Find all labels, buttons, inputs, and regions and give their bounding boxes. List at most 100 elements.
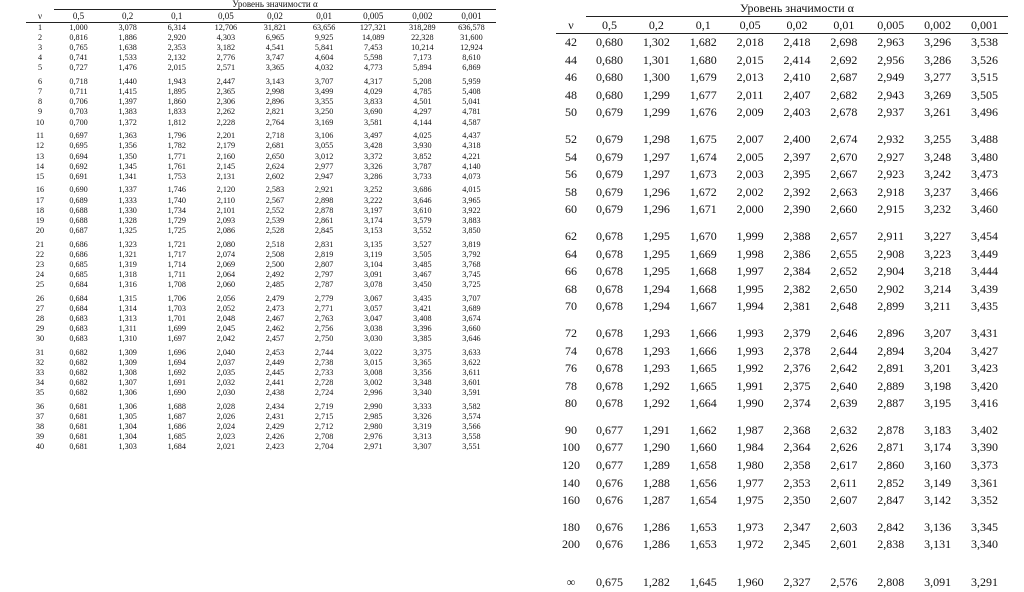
critical-value-cell: 3,646 (462, 334, 481, 344)
table-row: 27 0,684 1,314 1,703 2,052 2,473 2,771 3,057 3,4… (26, 304, 496, 314)
critical-value-cell: 1,656 (689, 475, 717, 490)
critical-value-cell: 3,660 (462, 324, 481, 334)
critical-value-cell: 2,131 (216, 171, 236, 181)
critical-value-cell: 3,707 (314, 77, 334, 87)
degrees-of-freedom-cell: ∞ (566, 575, 576, 590)
critical-value-cell: 2,657 (830, 228, 858, 243)
degrees-of-freedom-cell: 52 (565, 131, 577, 146)
table-row: 2 0,816 1,886 2,920 4,303 6,965 9,925 14,089 22,… (26, 33, 496, 43)
critical-value-cell: 2,894 (877, 343, 905, 358)
critical-value-cell: 0,678 (595, 325, 623, 340)
critical-value-cell: 6,869 (462, 63, 481, 73)
critical-value-cell: 2,365 (216, 87, 236, 97)
critical-value-cell: 3,427 (971, 343, 998, 358)
critical-value-cell: 2,808 (877, 575, 905, 590)
critical-value-cell: 3,307 (413, 442, 432, 452)
critical-value-cell: 2,756 (314, 324, 334, 334)
critical-value-cell: 4,541 (265, 43, 285, 53)
critical-value-cell: 3,850 (462, 225, 481, 235)
degrees-of-freedom-cell: 80 (565, 396, 577, 411)
critical-value-cell: 3,466 (971, 184, 998, 199)
critical-value-cell: 0,681 (69, 412, 88, 422)
critical-value-cell: 0,683 (69, 324, 88, 334)
critical-value-cell: 2,718 (265, 131, 285, 141)
critical-value-cell: 3,372 (364, 151, 383, 161)
degrees-of-freedom-cell: 140 (562, 475, 580, 490)
critical-value-cell: 3,579 (413, 215, 432, 225)
critical-value-cell: 2,384 (783, 264, 811, 279)
critical-value-cell: 3,313 (413, 432, 432, 442)
critical-value-cell: 2,201 (216, 131, 236, 141)
critical-value-cell: 2,603 (830, 519, 858, 534)
degrees-of-freedom-cell: 37 (35, 412, 45, 422)
critical-value-cell: 1,286 (642, 537, 670, 552)
critical-value-cell: 1,292 (642, 378, 670, 393)
critical-value-cell: 1,991 (736, 378, 764, 393)
degrees-of-freedom-cell: 78 (565, 378, 577, 393)
critical-value-cell: 3,198 (924, 378, 952, 393)
critical-value-cell: 3,286 (924, 52, 952, 67)
critical-value-cell: 3,008 (364, 368, 383, 378)
group-spacer (556, 122, 1008, 131)
critical-value-cell: 1,992 (736, 361, 764, 376)
critical-value-cell: 3,352 (971, 493, 998, 508)
critical-value-cell: 1,711 (167, 269, 186, 279)
degrees-of-freedom-cell: 90 (565, 422, 577, 437)
critical-value-cell: 0,680 (595, 87, 623, 102)
critical-value-cell: 1,984 (736, 440, 764, 455)
critical-value-cell: 0,682 (69, 347, 88, 357)
degrees-of-freedom-cell: 29 (35, 324, 45, 334)
critical-value-cell: 1,303 (118, 442, 137, 452)
critical-value-cell: 1,654 (689, 493, 717, 508)
critical-value-cell: 3,038 (364, 324, 383, 334)
header-alpha: 0,01 (299, 10, 349, 23)
critical-value-cell: 4,317 (364, 77, 383, 87)
critical-value-cell: 1,304 (118, 422, 137, 432)
degrees-of-freedom-cell: 14 (35, 161, 45, 171)
critical-value-cell: 3,319 (413, 422, 432, 432)
critical-value-cell: 2,724 (314, 388, 334, 398)
critical-value-cell: 2,485 (265, 280, 285, 289)
table-row: 200 0,676 1,286 1,653 1,972 2,345 2,601 2,838 3,… (556, 536, 1008, 554)
critical-value-cell: 3,242 (924, 167, 952, 182)
degrees-of-freedom-cell: 60 (565, 202, 577, 217)
critical-value-cell: 0,679 (595, 202, 623, 217)
table-body: 1 1,000 3,078 6,314 12,706 31,821 63,656 127,32… (26, 23, 496, 453)
table-row: 32 0,682 1,309 1,694 2,037 2,449 2,738 3,015 3,3… (26, 358, 496, 368)
critical-value-cell: 2,492 (265, 269, 285, 279)
header-alpha: 0,1 (679, 17, 727, 34)
critical-value-cell: 1,761 (167, 161, 186, 171)
critical-value-cell: 2,807 (314, 259, 334, 269)
critical-value-cell: 1,679 (689, 70, 717, 85)
table-row: 22 0,686 1,321 1,717 2,074 2,508 2,819 3,119 3,5… (26, 250, 496, 260)
critical-value-cell: 1,305 (118, 412, 137, 422)
critical-value-cell: 0,680 (595, 52, 623, 67)
critical-value-cell: 2,571 (216, 63, 236, 73)
critical-value-cell: 3,496 (971, 105, 998, 120)
critical-value-cell: 1,415 (118, 87, 137, 97)
critical-value-cell: 1,533 (118, 53, 137, 63)
critical-value-cell: 2,670 (830, 149, 858, 164)
critical-value-cell: 2,985 (364, 412, 383, 422)
critical-value-cell: 1,287 (642, 493, 670, 508)
critical-value-cell: 1,973 (736, 519, 764, 534)
critical-value-cell: 0,684 (69, 280, 88, 289)
group-spacer (556, 219, 1008, 228)
critical-value-cell: 0,678 (595, 343, 623, 358)
critical-value-cell: 3,269 (924, 87, 952, 102)
critical-value-cell: 2,403 (783, 105, 811, 120)
table-row: 19 0,688 1,328 1,729 2,093 2,539 2,861 3,174 3,5… (26, 216, 496, 226)
critical-value-cell: 0,676 (595, 537, 623, 552)
critical-value-cell: 1,666 (689, 343, 717, 358)
critical-value-cell: 2,032 (216, 378, 236, 388)
critical-value-cell: 0,711 (69, 87, 88, 97)
degrees-of-freedom-cell: 24 (35, 269, 45, 279)
header-nu: ν (556, 17, 586, 34)
critical-value-cell: 2,045 (216, 324, 236, 334)
critical-value-cell: 2,023 (216, 432, 236, 442)
table-row: 28 0,683 1,313 1,701 2,048 2,467 2,763 3,047 3,4… (26, 314, 496, 324)
table-row: 25 0,684 1,316 1,708 2,060 2,485 2,787 3,078 3,4… (26, 280, 496, 290)
spacer-cell (556, 219, 1008, 228)
critical-value-cell: 2,500 (265, 259, 285, 269)
critical-value-cell: 3,223 (924, 246, 952, 261)
